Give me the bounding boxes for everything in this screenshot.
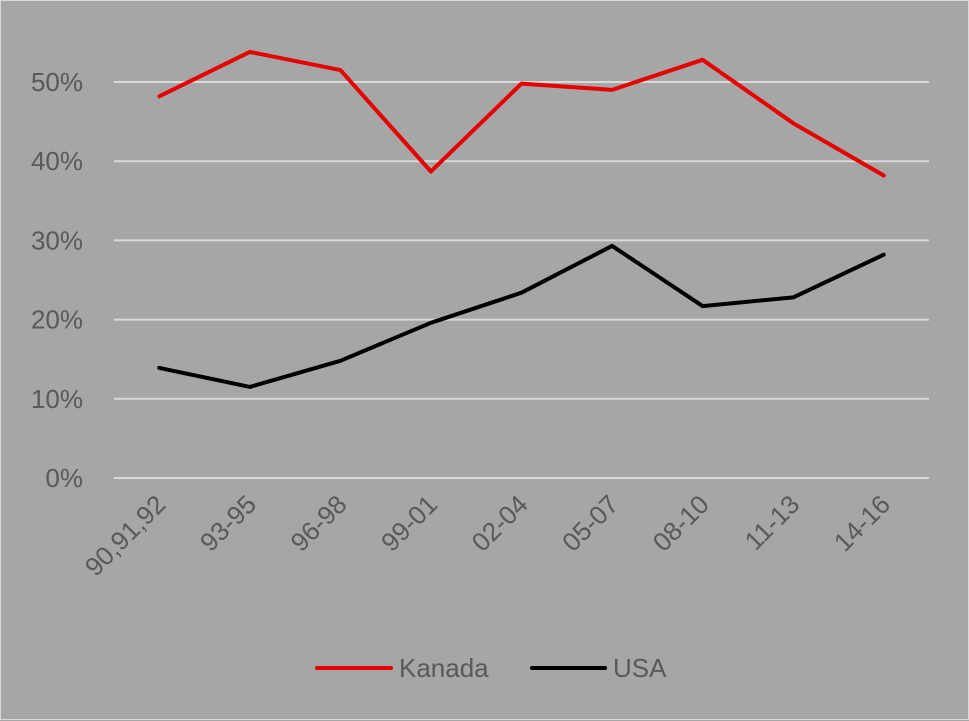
series-line-kanada [157,49,886,178]
x-tick-label: 05-07 [556,489,624,557]
x-tick-label: 14-16 [828,489,896,557]
x-tick-label: 02-04 [466,489,534,557]
y-axis-ticks: 0% 10% 20% 30% 40% 50% [31,67,83,493]
y-tick-label: 40% [31,146,83,176]
legend: Kanada USA [315,653,667,683]
legend-label-usa: USA [613,653,667,683]
gridlines [114,81,929,479]
x-tick-label: 11-13 [739,489,806,556]
x-tick-label: 99-01 [375,489,443,557]
series-lines [157,49,886,389]
series-line-usa [157,243,886,389]
y-tick-label: 30% [31,225,83,255]
y-tick-label: 50% [31,67,83,97]
y-tick-label: 10% [31,384,83,414]
x-tick-label: 96-98 [284,489,352,557]
x-tick-label: 08-10 [647,489,715,557]
x-tick-label: 90,91,92 [79,489,172,582]
y-tick-label: 20% [31,305,83,335]
x-axis-ticks: 90,91,92 93-95 96-98 99-01 02-04 05-07 08-10 11… [79,489,896,582]
legend-label-kanada: Kanada [399,653,489,683]
y-tick-label: 0% [45,463,83,493]
x-tick-label: 93-95 [194,489,262,557]
